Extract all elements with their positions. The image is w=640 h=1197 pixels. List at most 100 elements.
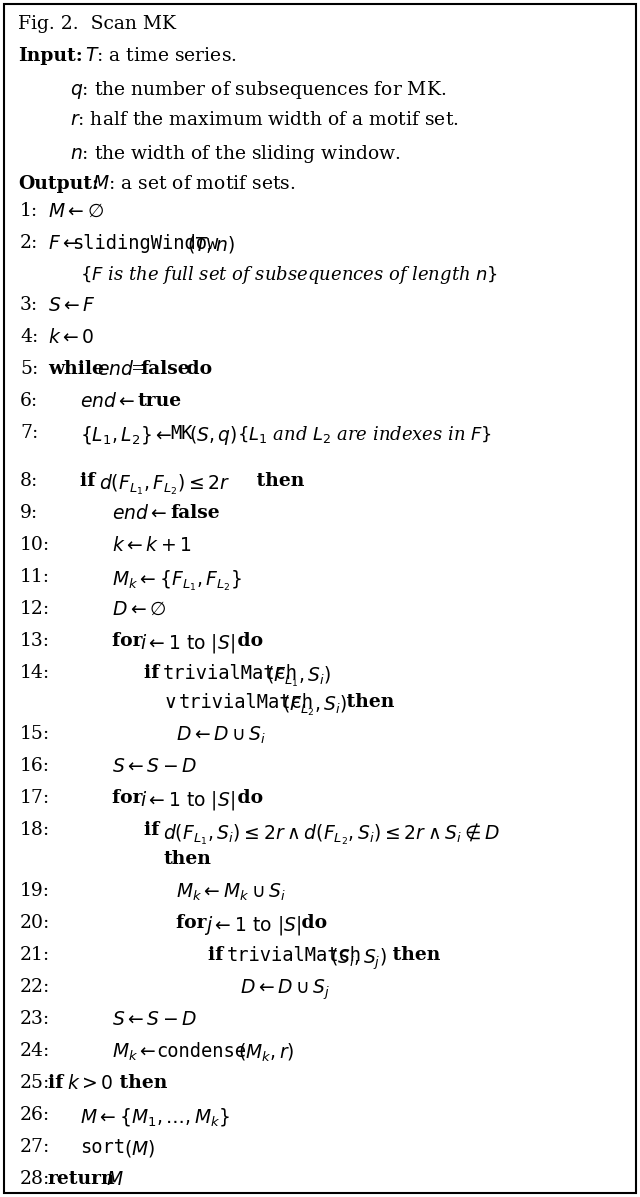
Text: then: then	[113, 1074, 168, 1092]
Text: 24:: 24:	[20, 1043, 51, 1061]
Text: $M$: $M$	[106, 1169, 124, 1189]
Text: condense: condense	[156, 1043, 246, 1061]
Text: 8:: 8:	[20, 472, 38, 490]
Text: 10:: 10:	[20, 536, 50, 554]
Text: 6:: 6:	[20, 391, 38, 411]
Text: $k \leftarrow 0$: $k \leftarrow 0$	[48, 328, 95, 347]
Text: 14:: 14:	[20, 664, 50, 682]
Text: do: do	[295, 915, 327, 932]
Text: 15:: 15:	[20, 725, 50, 743]
Text: 16:: 16:	[20, 757, 50, 774]
Text: $q$: the number of subsequences for MK.: $q$: the number of subsequences for MK.	[70, 79, 446, 101]
Text: $k > 0$: $k > 0$	[67, 1074, 113, 1093]
Text: 7:: 7:	[20, 424, 38, 442]
Text: for: for	[112, 789, 149, 807]
Text: $\{F$ is the full set of subsequences of length $n\}$: $\{F$ is the full set of subsequences of…	[80, 265, 498, 286]
Text: 20:: 20:	[20, 915, 51, 932]
Text: $M$: a set of motif sets.: $M$: a set of motif sets.	[92, 175, 296, 193]
Text: $(M_k, r)$: $(M_k, r)$	[238, 1043, 294, 1064]
Text: then: then	[250, 472, 305, 490]
Text: 25:: 25:	[20, 1074, 51, 1092]
Text: 22:: 22:	[20, 978, 51, 996]
Text: 23:: 23:	[20, 1010, 50, 1028]
Text: $r$: half the maximum width of a motif set.: $r$: half the maximum width of a motif s…	[70, 111, 459, 129]
Text: $M_k \leftarrow M_k \cup S_i$: $M_k \leftarrow M_k \cup S_i$	[176, 882, 286, 904]
Text: $d(F_{L_1},F_{L_2}) \leq 2r$: $d(F_{L_1},F_{L_2}) \leq 2r$	[99, 472, 230, 497]
Text: Fig. 2.  Scan MK: Fig. 2. Scan MK	[18, 16, 176, 34]
Text: 4:: 4:	[20, 328, 38, 346]
Text: sort: sort	[80, 1138, 125, 1157]
Text: slidingWindow: slidingWindow	[72, 233, 218, 253]
Text: $(F_{L_2},S_i)$: $(F_{L_2},S_i)$	[282, 693, 348, 718]
Text: trivialMatch: trivialMatch	[163, 664, 298, 683]
Text: for: for	[176, 915, 213, 932]
Text: $S \leftarrow F$: $S \leftarrow F$	[48, 296, 96, 315]
Text: trivialMatch: trivialMatch	[227, 946, 362, 965]
Text: 28:: 28:	[20, 1169, 51, 1187]
Text: 13:: 13:	[20, 632, 50, 650]
Text: 18:: 18:	[20, 821, 50, 839]
Text: $k \leftarrow k+1$: $k \leftarrow k+1$	[112, 536, 192, 555]
Text: while: while	[48, 360, 110, 378]
Text: $D \leftarrow D \cup S_j$: $D \leftarrow D \cup S_j$	[240, 978, 330, 1003]
Text: $F \leftarrow$: $F \leftarrow$	[48, 233, 84, 253]
Text: $S \leftarrow S - D$: $S \leftarrow S - D$	[112, 757, 197, 776]
Text: $S \leftarrow S - D$: $S \leftarrow S - D$	[112, 1010, 197, 1029]
Text: for: for	[112, 632, 149, 650]
Text: $M \leftarrow \{M_1,\ldots,M_k\}$: $M \leftarrow \{M_1,\ldots,M_k\}$	[80, 1106, 230, 1128]
Text: return: return	[48, 1169, 116, 1187]
Text: $end \leftarrow$: $end \leftarrow$	[80, 391, 140, 411]
Text: if: if	[208, 946, 230, 964]
Text: 17:: 17:	[20, 789, 50, 807]
Text: $M_k \leftarrow$: $M_k \leftarrow$	[112, 1043, 161, 1063]
Text: false: false	[170, 504, 220, 522]
Text: trivialMatch: trivialMatch	[179, 693, 314, 712]
Text: 27:: 27:	[20, 1138, 51, 1156]
Text: then: then	[386, 946, 440, 964]
Text: 19:: 19:	[20, 882, 50, 900]
Text: $(F_{L_1},S_i)$: $(F_{L_1},S_i)$	[266, 664, 332, 688]
Text: 11:: 11:	[20, 569, 50, 587]
Text: $M_k \leftarrow \{F_{L_1},F_{L_2}\}$: $M_k \leftarrow \{F_{L_1},F_{L_2}\}$	[112, 569, 242, 593]
Text: =: =	[125, 360, 153, 378]
Text: 12:: 12:	[20, 600, 50, 618]
Text: $end$: $end$	[97, 360, 134, 379]
Text: Input:: Input:	[18, 47, 83, 65]
Text: $d(F_{L_1},S_i) \leq 2r \wedge d(F_{L_2},S_i) \leq 2r \wedge S_i \notin D$: $d(F_{L_1},S_i) \leq 2r \wedge d(F_{L_2}…	[163, 821, 500, 846]
Text: $j \leftarrow 1$ to $|S|$: $j \leftarrow 1$ to $|S|$	[204, 915, 301, 937]
Text: true: true	[138, 391, 182, 411]
Text: 1:: 1:	[20, 202, 38, 220]
Text: $(S_i, S_j)$: $(S_i, S_j)$	[330, 946, 387, 972]
Text: $D \leftarrow D \cup S_i$: $D \leftarrow D \cup S_i$	[176, 725, 266, 746]
Text: if: if	[48, 1074, 70, 1092]
Text: if: if	[144, 821, 166, 839]
Text: 9:: 9:	[20, 504, 38, 522]
Text: $i \leftarrow 1$ to $|S|$: $i \leftarrow 1$ to $|S|$	[140, 632, 235, 655]
Text: $\{L_1, L_2\} \leftarrow$: $\{L_1, L_2\} \leftarrow$	[80, 424, 177, 446]
Text: if: if	[144, 664, 166, 682]
Text: false: false	[140, 360, 189, 378]
Text: 5:: 5:	[20, 360, 38, 378]
Text: then: then	[163, 850, 211, 868]
Text: $end \leftarrow$: $end \leftarrow$	[112, 504, 172, 523]
Text: do: do	[231, 632, 263, 650]
Text: $T$: a time series.: $T$: a time series.	[85, 47, 237, 65]
Text: 2:: 2:	[20, 233, 38, 253]
Text: $(S, q)$: $(S, q)$	[189, 424, 237, 446]
Text: $n$: the width of the sliding window.: $n$: the width of the sliding window.	[70, 142, 401, 165]
Text: $\{L_1$ and $L_2$ are indexes in $F\}$: $\{L_1$ and $L_2$ are indexes in $F\}$	[237, 424, 492, 445]
Text: MK: MK	[170, 424, 193, 443]
Text: $\vee$: $\vee$	[163, 693, 179, 712]
Text: 21:: 21:	[20, 946, 50, 964]
Text: $i \leftarrow 1$ to $|S|$: $i \leftarrow 1$ to $|S|$	[140, 789, 235, 812]
Text: then: then	[340, 693, 394, 711]
Text: Output:: Output:	[18, 175, 99, 193]
Text: do: do	[180, 360, 212, 378]
Text: do: do	[231, 789, 263, 807]
Text: $(T,n)$: $(T,n)$	[187, 233, 235, 255]
Text: $(M)$: $(M)$	[124, 1138, 155, 1159]
Text: 3:: 3:	[20, 296, 38, 314]
Text: $M \leftarrow \emptyset$: $M \leftarrow \emptyset$	[48, 202, 104, 221]
Text: $D \leftarrow \emptyset$: $D \leftarrow \emptyset$	[112, 600, 166, 619]
Text: if: if	[80, 472, 102, 490]
